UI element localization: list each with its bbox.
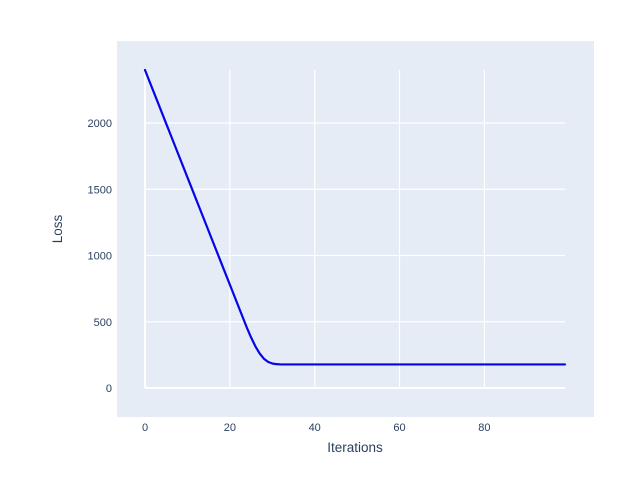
x-tick-label: 0	[142, 422, 148, 434]
x-tick-label: 80	[478, 422, 490, 434]
y-axis-title: Loss	[50, 214, 65, 243]
loss-curve	[143, 68, 567, 366]
y-tick-label: 1500	[88, 184, 112, 196]
series-layer	[143, 68, 567, 366]
y-tick-label: 0	[106, 383, 112, 395]
x-tick-label: 20	[224, 422, 236, 434]
x-tick-label: 60	[393, 422, 405, 434]
y-tick-label: 2000	[88, 118, 112, 130]
y-tick-label: 1000	[88, 251, 112, 263]
plot-background	[117, 41, 594, 417]
x-axis-title: Iterations	[327, 440, 383, 455]
y-tick-label: 500	[94, 317, 112, 329]
tick-labels: 0 20 40 60 80 0 500 1000 1500 2000	[88, 118, 491, 434]
gridlines	[144, 70, 565, 389]
x-tick-label: 40	[309, 422, 321, 434]
